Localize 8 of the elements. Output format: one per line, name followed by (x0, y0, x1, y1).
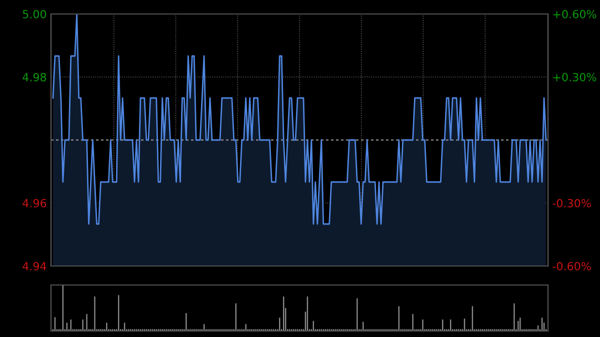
y-tick-label: 4.96 (22, 198, 46, 208)
y2-tick-label: +0.60% (553, 10, 596, 18)
y2-tick-label: -0.30% (552, 198, 591, 208)
y2-tick-label: -0.60% (552, 262, 591, 270)
y-tick-label: 5.00 (22, 10, 46, 18)
y2-tick-label: +0.30% (553, 72, 596, 82)
y-tick-label: 4.94 (22, 262, 46, 270)
y-tick-label: 4.98 (22, 72, 46, 82)
